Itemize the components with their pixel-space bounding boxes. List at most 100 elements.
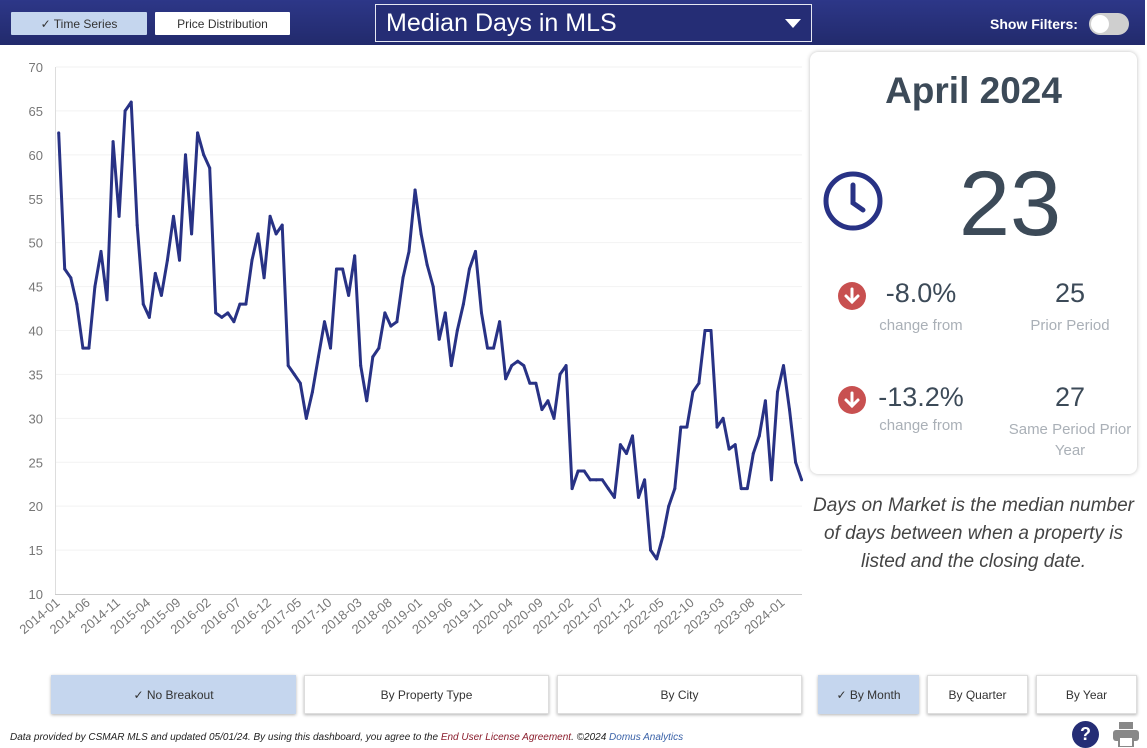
metric-select[interactable]: Median Days in MLS	[375, 4, 812, 42]
summary-value: 23	[958, 153, 1062, 255]
printer-icon[interactable]	[1112, 721, 1140, 747]
by-month-button[interactable]: ✓ By Month	[818, 675, 919, 714]
data-point	[715, 425, 719, 429]
data-point	[63, 267, 67, 271]
help-icon[interactable]: ?	[1072, 721, 1099, 748]
data-point	[347, 293, 351, 297]
data-point	[733, 443, 737, 447]
by-quarter-button[interactable]: By Quarter	[927, 675, 1028, 714]
domus-analytics-link[interactable]: Domus Analytics	[609, 732, 684, 743]
data-point	[111, 140, 115, 144]
data-point	[365, 399, 369, 403]
eula-link[interactable]: End User License Agreement	[440, 732, 572, 743]
data-point	[184, 153, 188, 157]
data-point	[256, 232, 260, 236]
data-point	[504, 377, 508, 381]
data-point	[159, 293, 163, 297]
data-point	[123, 109, 127, 113]
data-point	[395, 320, 399, 324]
tab-price-distribution[interactable]: Price Distribution	[155, 12, 290, 35]
data-point	[359, 364, 363, 368]
data-point	[171, 214, 175, 218]
footer-copyright: . ©2024	[571, 732, 610, 743]
data-point	[564, 364, 568, 368]
data-point	[685, 425, 689, 429]
by-property-type-button[interactable]: By Property Type	[304, 675, 549, 714]
data-point	[129, 100, 133, 104]
data-point	[425, 263, 429, 267]
data-point	[329, 346, 332, 350]
data-point	[467, 267, 471, 271]
data-point	[238, 302, 242, 306]
data-point	[455, 329, 459, 332]
data-point	[341, 267, 345, 271]
data-point	[594, 478, 598, 482]
arrow-down-circle-icon	[838, 282, 866, 310]
by-city-button[interactable]: By City	[557, 675, 802, 714]
y-tick-label: 30	[29, 411, 43, 426]
arrow-down-circle-icon	[838, 386, 866, 414]
data-point	[214, 311, 218, 315]
y-tick-label: 35	[29, 367, 43, 382]
data-point	[649, 548, 653, 552]
data-point	[190, 232, 194, 236]
data-point	[69, 276, 73, 280]
y-tick-label: 70	[29, 60, 43, 75]
data-point	[727, 447, 731, 451]
data-point	[268, 214, 272, 218]
data-point	[196, 131, 200, 135]
prior-period-value: 25	[1054, 278, 1086, 308]
data-point	[449, 364, 453, 368]
by-year-button[interactable]: By Year	[1036, 675, 1137, 714]
series-line	[57, 100, 804, 561]
data-point	[697, 381, 701, 385]
data-point	[178, 258, 181, 262]
prior-year-value: 27	[1054, 382, 1086, 412]
data-point	[413, 188, 417, 192]
y-tick-label: 10	[29, 587, 43, 602]
data-point	[165, 258, 169, 262]
data-point	[75, 302, 79, 306]
data-point	[643, 478, 647, 482]
y-tick-label: 20	[29, 499, 43, 514]
tab-time-series[interactable]: ✓ Time Series	[11, 12, 147, 35]
data-point	[105, 298, 109, 302]
data-point	[443, 311, 447, 315]
data-point	[371, 355, 375, 359]
show-filters-toggle[interactable]	[1089, 13, 1129, 35]
data-point	[437, 337, 441, 341]
data-point	[624, 451, 628, 455]
data-point	[510, 364, 514, 368]
data-point	[244, 302, 248, 306]
no-breakout-button[interactable]: ✓ No Breakout	[51, 675, 296, 714]
data-point	[202, 153, 206, 157]
data-point	[498, 320, 502, 324]
footer-text: Data provided by CSMAR MLS and updated 0…	[10, 732, 441, 743]
toggle-knob	[1091, 15, 1109, 33]
metric-description: Days on Market is the median number of d…	[812, 495, 1135, 572]
data-point	[618, 443, 622, 447]
data-point	[461, 302, 465, 306]
data-point	[691, 390, 695, 394]
y-tick-label: 65	[29, 104, 43, 119]
data-point	[93, 285, 97, 289]
y-tick-label: 45	[29, 280, 43, 295]
data-point	[220, 315, 224, 319]
data-point	[87, 346, 91, 350]
data-point	[117, 214, 121, 218]
data-point	[310, 390, 314, 394]
data-point	[739, 487, 743, 491]
summary-period: April 2024	[885, 70, 1062, 111]
clock-icon	[823, 171, 883, 231]
y-tick-label: 15	[29, 543, 43, 558]
metric-select-value: Median Days in MLS	[386, 8, 617, 37]
data-point	[709, 329, 713, 332]
data-point	[389, 324, 393, 328]
data-point	[552, 416, 556, 420]
data-point	[606, 487, 610, 491]
data-point	[788, 408, 792, 412]
data-point	[637, 495, 641, 499]
data-point	[703, 329, 707, 332]
data-point	[534, 381, 538, 385]
prior-period-label: Prior Period	[1030, 317, 1110, 334]
